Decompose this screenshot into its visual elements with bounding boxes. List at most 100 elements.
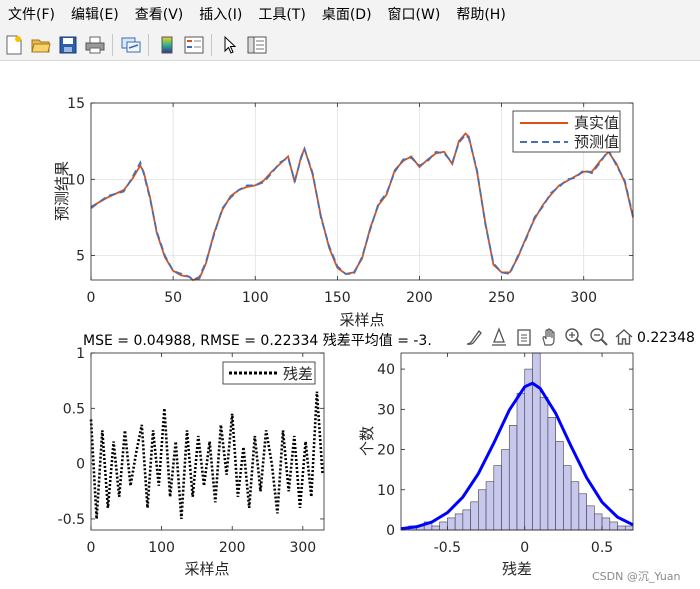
legend-label-true: 真实值 [574, 114, 619, 132]
toolbar-separator [112, 34, 113, 56]
y-tick-label: 5 [76, 249, 85, 265]
export-icon[interactable] [512, 325, 536, 349]
menu-edit[interactable]: 编辑(E) [70, 7, 119, 23]
y-tick-label: 0.5 [63, 401, 85, 417]
open-file-icon[interactable] [28, 32, 54, 58]
y-tick-label: 15 [67, 96, 85, 112]
x-axis-label: 采样点 [184, 560, 229, 578]
x-axis-label: 采样点 [339, 311, 384, 329]
axis-ticks: -0.5 0 0.5 0 10 20 30 40 [377, 353, 633, 556]
toolbar-separator [148, 34, 149, 56]
home-icon[interactable] [612, 325, 636, 349]
histogram-bar [516, 392, 526, 531]
x-tick-label: 150 [324, 290, 351, 306]
histogram-bar [454, 513, 464, 531]
suptitle-tail: 0.22348 [637, 330, 695, 346]
histogram-bar [462, 509, 471, 531]
histogram-bar [617, 525, 626, 531]
x-tick-label: 250 [488, 290, 515, 306]
plot-lines [90, 132, 634, 282]
histogram-bar [431, 525, 440, 531]
menu-view[interactable]: 查看(V) [134, 7, 184, 23]
normal-fit-line [400, 381, 634, 531]
x-tick-label: 50 [164, 290, 182, 306]
menu-tools[interactable]: 工具(T) [258, 7, 306, 23]
x-tick-label: 0 [87, 540, 96, 556]
insert-colorbar-icon[interactable] [154, 32, 180, 58]
x-tick-label: 0 [87, 290, 96, 306]
axes-box [90, 102, 634, 281]
menu-bar: 文件(F) 编辑(E) 查看(V) 插入(I) 工具(T) 桌面(D) 窗口(W… [0, 0, 700, 30]
y-tick-label: 10 [67, 172, 85, 188]
y-tick-label: -0.5 [58, 512, 85, 528]
axes-box [400, 352, 634, 531]
menu-file[interactable]: 文件(F) [8, 7, 55, 23]
y-axis-label: 个数 [358, 426, 376, 456]
legend-label-pred: 预测值 [574, 133, 619, 151]
histogram-bar [563, 465, 572, 531]
x-tick-label: 100 [242, 290, 269, 306]
menu-desktop[interactable]: 桌面(D) [321, 7, 372, 23]
residual-axes: 0 100 200 300-0.500.51 采样点 残差 [58, 346, 325, 578]
histogram-bar [447, 517, 456, 531]
axis-ticks: 0 50 100 150 200 250 300 5 10 15 [67, 96, 633, 306]
histogram-axes: -0.5 0 0.5 0 10 20 30 40 残差 个数 [358, 352, 634, 578]
pan-icon[interactable] [537, 325, 561, 349]
legend[interactable]: 残差 [222, 361, 316, 385]
y-tick-label: 20 [377, 443, 395, 459]
axis-ticks: 0 100 200 300-0.500.51 [58, 346, 324, 556]
histogram-bar [493, 465, 502, 531]
zoom-out-icon[interactable] [587, 325, 611, 349]
y-tick-label: 30 [377, 402, 395, 418]
histogram-bar [555, 441, 564, 531]
y-tick-label: 1 [76, 346, 85, 362]
histogram-bar [570, 481, 580, 531]
histogram-bar [547, 417, 556, 531]
y-axis-label: 预测结果 [53, 161, 71, 221]
histogram-bar [485, 481, 495, 531]
series-line-pred [90, 133, 634, 282]
figure-toolbar [0, 30, 700, 61]
new-figure-icon[interactable] [1, 32, 27, 58]
legend-label-resid: 残差 [283, 365, 313, 383]
print-icon[interactable] [82, 32, 108, 58]
edit-plot-icon[interactable] [217, 32, 243, 58]
x-axis-label: 残差 [502, 560, 532, 578]
legend[interactable]: 真实值 预测值 [512, 110, 621, 153]
brush-icon[interactable] [462, 325, 486, 349]
y-tick-label: 40 [377, 362, 395, 378]
histogram-bar [470, 501, 479, 531]
axes-toolbar [462, 325, 636, 349]
menu-help[interactable]: 帮助(H) [456, 7, 506, 23]
save-icon[interactable] [55, 32, 81, 58]
x-tick-label: 200 [406, 290, 433, 306]
plot-lines [89, 391, 324, 519]
histogram-bar [624, 525, 634, 531]
zoom-in-icon[interactable] [562, 325, 586, 349]
y-tick-label: 0 [76, 457, 85, 473]
histogram-bar [524, 368, 533, 531]
histogram-bar [594, 513, 603, 531]
link-plot-icon[interactable] [118, 32, 144, 58]
menu-insert[interactable]: 插入(I) [199, 7, 243, 23]
histogram-bar [539, 396, 549, 531]
x-tick-label: -0.5 [434, 540, 461, 556]
x-tick-label: 200 [219, 540, 246, 556]
menu-window[interactable]: 窗口(W) [387, 7, 441, 23]
data-tips-icon[interactable] [487, 325, 511, 349]
series-line-residual [89, 391, 324, 519]
histogram-bar [586, 505, 595, 531]
histogram-bar [508, 425, 518, 531]
property-inspector-icon[interactable] [244, 32, 270, 58]
insert-legend-icon[interactable] [181, 32, 207, 58]
fit-curve [400, 381, 634, 531]
toolbar-separator [211, 34, 212, 56]
x-tick-label: 300 [289, 540, 316, 556]
timeseries-axes: 0 50 100 150 200 250 300 5 10 15 采样点 预测结果 真实值 预测值 [53, 96, 634, 329]
x-tick-label: 0 [520, 540, 529, 556]
x-tick-label: 0.5 [591, 540, 613, 556]
y-tick-label: 0 [386, 523, 395, 539]
legend-box [512, 110, 621, 153]
y-tick-label: 10 [377, 483, 395, 499]
